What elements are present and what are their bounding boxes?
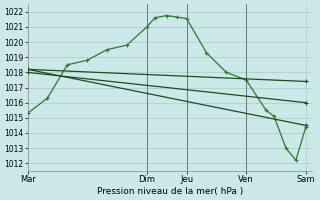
X-axis label: Pression niveau de la mer( hPa ): Pression niveau de la mer( hPa ) bbox=[97, 187, 243, 196]
